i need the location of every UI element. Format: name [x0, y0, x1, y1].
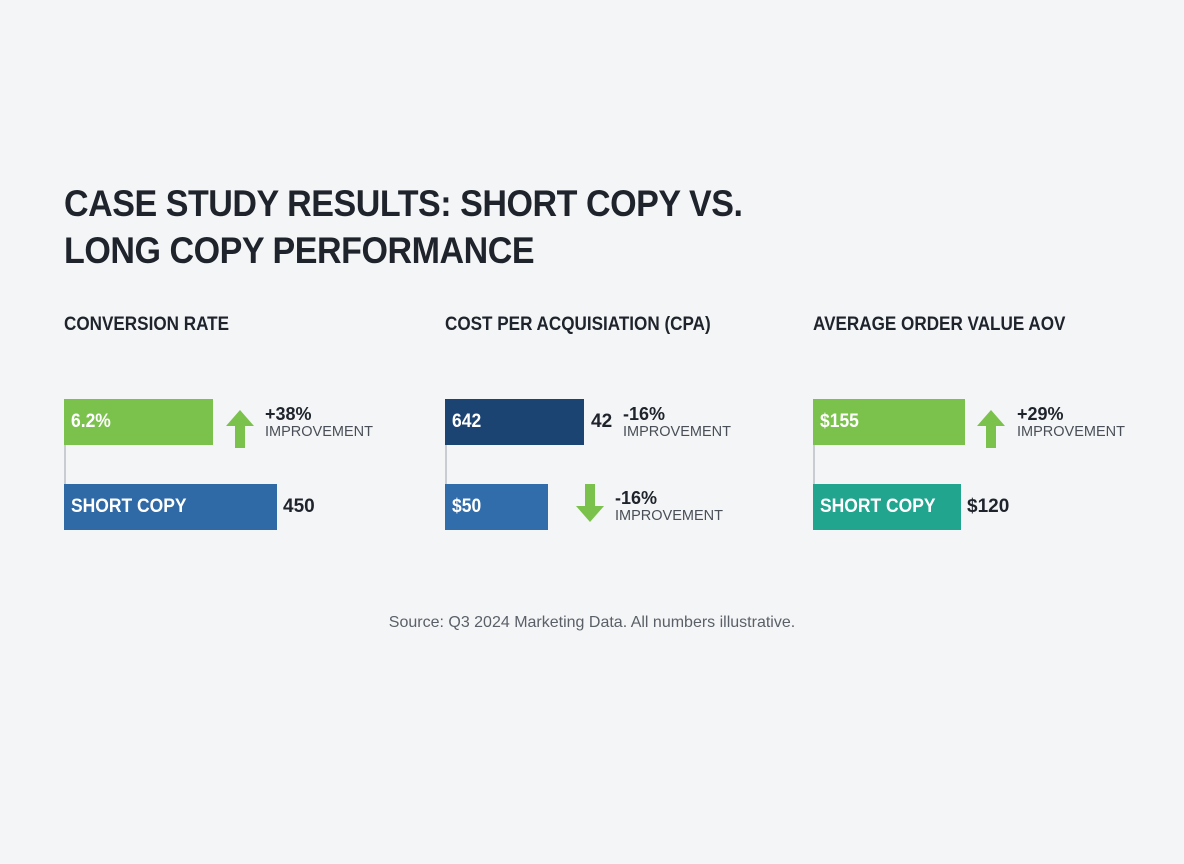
change-percent: +38% — [265, 404, 312, 424]
change-label: IMPROVEMENT — [1017, 424, 1125, 440]
top-bar: 6.2% — [64, 399, 213, 445]
top-bar: 642 — [445, 399, 584, 445]
page-title: CASE STUDY RESULTS: SHORT COPY VS. LONG … — [64, 180, 763, 274]
top-bar-label: 642 — [452, 411, 482, 432]
change-label: IMPROVEMENT — [615, 508, 723, 524]
panel-heading: COST PER ACQUISIATION (CPA) — [445, 314, 711, 335]
change-percent: -16% — [615, 488, 658, 508]
bottom-bar-value: 450 — [283, 496, 315, 517]
change-indicator: -16% IMPROVEMENT — [615, 488, 723, 524]
change-indicator-top: -16% IMPROVEMENT — [623, 404, 731, 440]
up-arrow-icon — [226, 410, 254, 448]
top-bar-label: 6.2% — [71, 411, 111, 432]
title-line-2: LONG COPY PERFORMANCE — [64, 230, 535, 271]
bar-connector — [64, 445, 66, 485]
bottom-bar: SHORT COPY — [813, 484, 961, 530]
top-bar-value: 42 — [591, 411, 613, 432]
bottom-bar: $50 — [445, 484, 548, 530]
down-arrow-icon — [576, 484, 604, 522]
bar-connector — [445, 445, 447, 485]
title-line-1: CASE STUDY RESULTS: SHORT COPY VS. — [64, 183, 743, 224]
bottom-bar-value: $120 — [967, 496, 1010, 517]
source-footnote: Source: Q3 2024 Marketing Data. All numb… — [388, 614, 796, 631]
bottom-bar-label: SHORT COPY — [71, 496, 187, 517]
up-arrow-icon — [977, 410, 1005, 448]
bar-connector — [813, 445, 815, 485]
bottom-bar-label: $50 — [452, 496, 482, 517]
panel-heading: AVERAGE ORDER VALUE AOV — [813, 314, 1066, 335]
change-indicator: +29% IMPROVEMENT — [1017, 404, 1125, 440]
top-bar-label: $155 — [820, 411, 859, 432]
change-label: IMPROVEMENT — [623, 424, 731, 440]
change-percent: -16% — [623, 404, 666, 424]
change-label: IMPROVEMENT — [265, 424, 373, 440]
bottom-bar-label: SHORT COPY — [820, 496, 936, 517]
change-indicator: +38% IMPROVEMENT — [265, 404, 373, 440]
top-bar: $155 — [813, 399, 965, 445]
change-percent: +29% — [1017, 404, 1064, 424]
bottom-bar: SHORT COPY — [64, 484, 277, 530]
panel-heading: CONVERSION RATE — [64, 314, 230, 335]
